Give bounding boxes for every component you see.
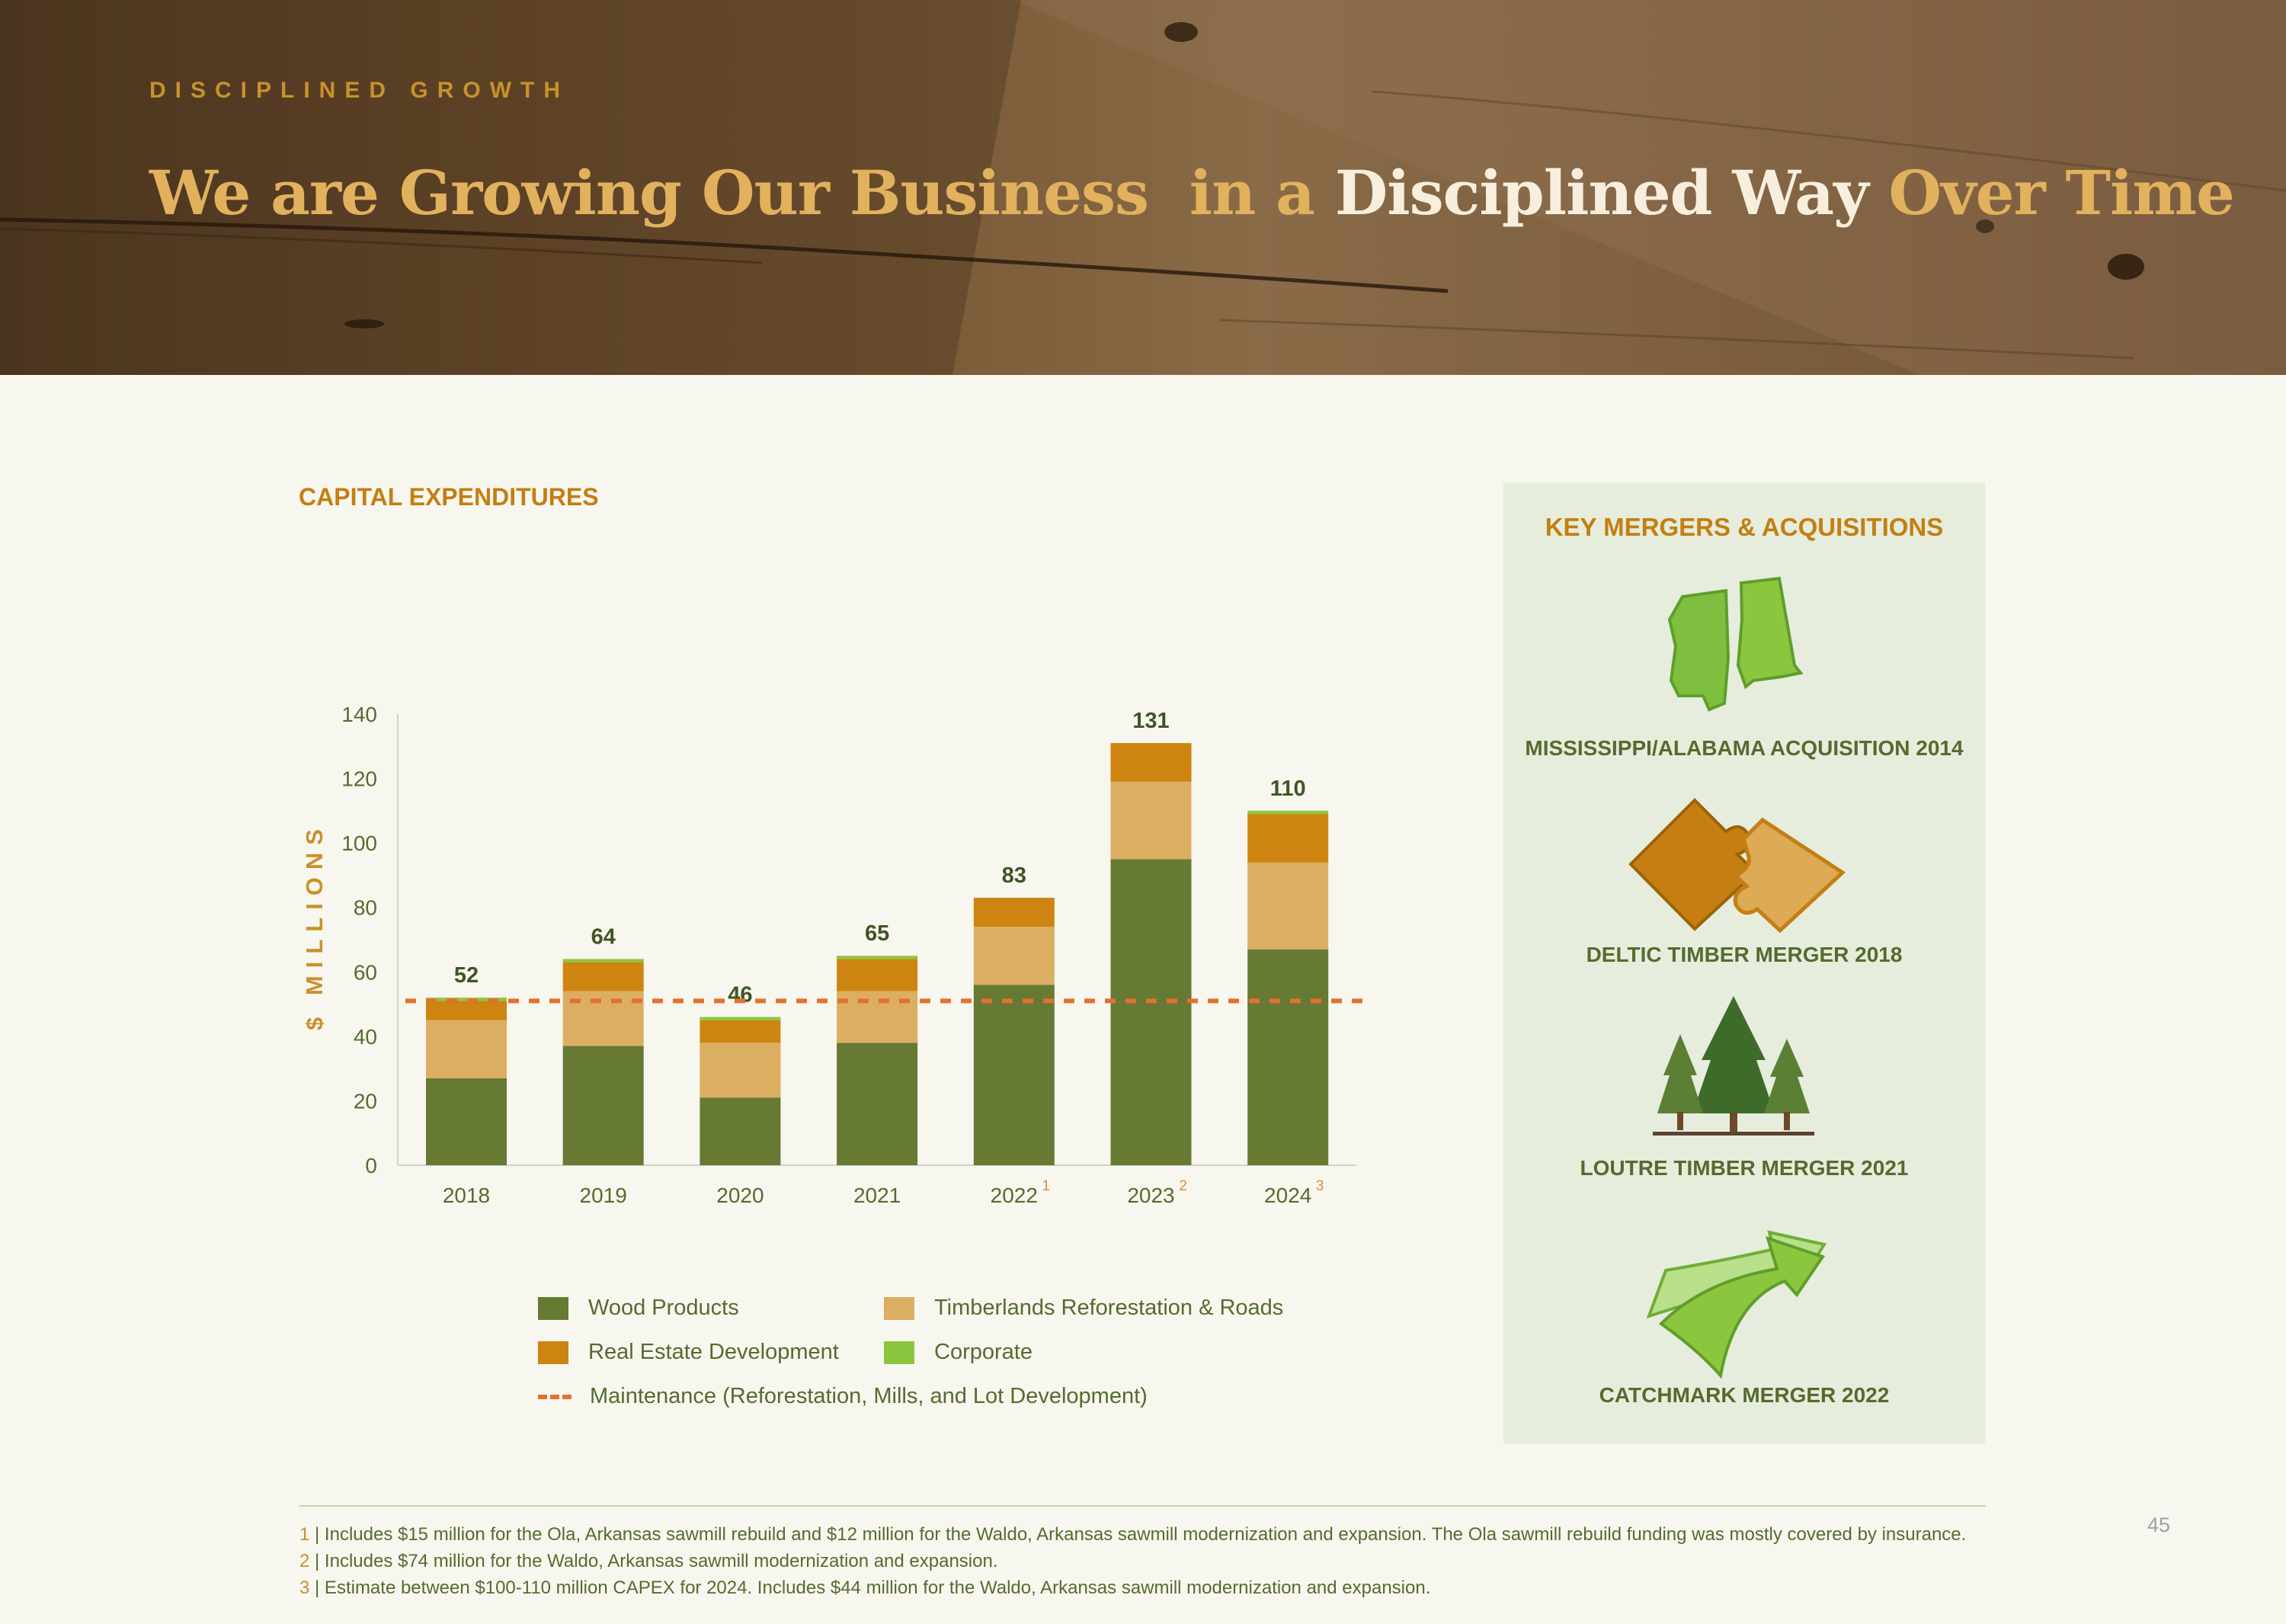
x-tick-label: 2024 <box>1264 1184 1311 1207</box>
title-part-2: in a <box>1189 157 1315 229</box>
bar-total-label: 83 <box>1002 863 1026 888</box>
bar-segment-timber <box>837 991 918 1043</box>
bar-segment-timber <box>973 927 1055 985</box>
footnote-2: 2 | Includes $74 million for the Waldo, … <box>299 1551 998 1571</box>
x-tick-superscript: 2 <box>1179 1178 1187 1194</box>
legend-item-maintenance: Maintenance (Reforestation, Mills, and L… <box>538 1384 1148 1409</box>
bar-segment-realestate <box>837 959 918 991</box>
y-tick-label: 140 <box>341 703 377 726</box>
y-tick-label: 60 <box>354 960 377 984</box>
legend-item-corporate: Corporate <box>884 1340 1033 1365</box>
footnote-3: 3 | Estimate between $100-110 million CA… <box>299 1578 1431 1598</box>
bar-segment-realestate <box>562 962 644 991</box>
bar-segment-wood <box>973 985 1055 1165</box>
bar-segment-wood <box>700 1097 781 1165</box>
bar-total-label: 52 <box>454 963 479 988</box>
footnotes: 1 | Includes $15 million for the Ola, Ar… <box>299 1521 1966 1601</box>
page-number: 45 <box>2147 1513 2171 1536</box>
bar-segment-wood <box>837 1043 918 1165</box>
footnote-1: 1 | Includes $15 million for the Ola, Ar… <box>299 1524 1967 1545</box>
header-banner: DISCIPLINED GROWTH We are Growing Our Bu… <box>0 0 2286 375</box>
legend-swatch <box>884 1341 914 1364</box>
bar-segment-wood <box>1247 949 1329 1165</box>
legend-item-timber: Timberlands Reforestation & Roads <box>884 1296 1283 1321</box>
x-tick-label: 2023 <box>1127 1184 1174 1207</box>
bar-segment-realestate <box>973 898 1055 927</box>
trees-icon <box>1653 996 1814 1136</box>
chart-title: CAPITAL EXPENDITURES <box>299 483 599 511</box>
section-kicker: DISCIPLINED GROWTH <box>149 78 569 103</box>
bar-segment-timber <box>562 991 644 1046</box>
states-map-icon <box>1667 576 1804 712</box>
bar-total-label: 110 <box>1270 777 1306 801</box>
deal-label-catchmark: CATCHMARK MERGER 2022 <box>1599 1383 1890 1407</box>
bar-segment-corporate <box>700 1017 781 1020</box>
bar-segment-realestate <box>700 1020 781 1043</box>
legend-item-wood: Wood Products <box>538 1296 739 1321</box>
bar-total-label: 46 <box>728 982 752 1007</box>
bar-segment-realestate <box>426 1001 507 1020</box>
bar-segment-timber <box>426 1020 507 1078</box>
legend-item-realestate: Real Estate Development <box>538 1340 839 1365</box>
mergers-panel: KEY MERGERS & ACQUISITIONS MISSISSIPPI/A… <box>1503 482 1985 1444</box>
legend-label: Wood Products <box>588 1296 739 1320</box>
x-tick-superscript: 1 <box>1042 1178 1051 1194</box>
bar-segment-wood <box>562 1046 644 1165</box>
x-tick-label: 2018 <box>443 1184 490 1207</box>
bar-segment-corporate <box>837 956 918 959</box>
y-tick-label: 0 <box>365 1154 377 1177</box>
x-tick-label: 2021 <box>853 1184 901 1207</box>
bar-segment-corporate <box>1247 810 1329 815</box>
deal-label-loutre: LOUTRE TIMBER MERGER 2021 <box>1580 1156 1909 1180</box>
legend-dash <box>538 1394 572 1399</box>
legend-label: Timberlands Reforestation & Roads <box>934 1296 1284 1320</box>
bar-segment-wood <box>426 1078 507 1165</box>
y-tick-label: 100 <box>341 831 377 855</box>
y-tick-label: 120 <box>341 767 377 791</box>
wood-texture <box>0 0 2286 375</box>
bar-segment-timber <box>1247 862 1329 950</box>
bar-segment-timber <box>1110 781 1192 860</box>
footnote-divider <box>299 1505 1986 1507</box>
deal-label-mississippi: MISSISSIPPI/ALABAMA ACQUISITION 2014 <box>1525 736 1964 760</box>
puzzle-icon <box>1628 798 1846 934</box>
y-tick-label: 40 <box>354 1025 377 1049</box>
y-tick-label: 20 <box>354 1089 377 1113</box>
y-tick-label: 80 <box>354 896 377 920</box>
bar-total-label: 64 <box>591 924 616 949</box>
deal-label-deltic: DELTIC TIMBER MERGER 2018 <box>1586 943 1903 966</box>
bar-total-label: 65 <box>865 921 889 946</box>
legend-label: Corporate <box>934 1340 1033 1364</box>
title-part-4: Over Time <box>1888 157 2235 229</box>
merge-arrow-icon <box>1646 1230 1827 1379</box>
bar-segment-corporate <box>562 959 644 963</box>
legend-label: Real Estate Development <box>588 1340 839 1364</box>
title-part-3: Disciplined Way <box>1334 157 1869 229</box>
bar-segment-corporate <box>426 998 507 1001</box>
bar-segment-realestate <box>1247 814 1329 863</box>
bar-total-label: 131 <box>1132 709 1169 733</box>
legend-swatch <box>884 1296 914 1320</box>
bar-segment-wood <box>1110 859 1192 1165</box>
legend-swatch <box>538 1296 568 1320</box>
panel-title: KEY MERGERS & ACQUISITIONS <box>1545 513 1944 541</box>
x-tick-label: 2020 <box>716 1184 764 1207</box>
x-tick-superscript: 3 <box>1316 1178 1324 1194</box>
legend-label: Maintenance (Reforestation, Mills, and L… <box>590 1384 1148 1408</box>
x-tick-label: 2022 <box>991 1184 1038 1207</box>
x-tick-label: 2019 <box>580 1184 627 1207</box>
page-title: We are Growing Our Business in a Discipl… <box>149 157 2235 229</box>
title-part-1: We are Growing Our Business <box>149 157 1149 229</box>
bar-segment-realestate <box>1110 743 1192 782</box>
bar-segment-timber <box>700 1043 781 1098</box>
y-axis-label: $ MILLIONS <box>301 822 328 1030</box>
legend-swatch <box>538 1341 568 1364</box>
